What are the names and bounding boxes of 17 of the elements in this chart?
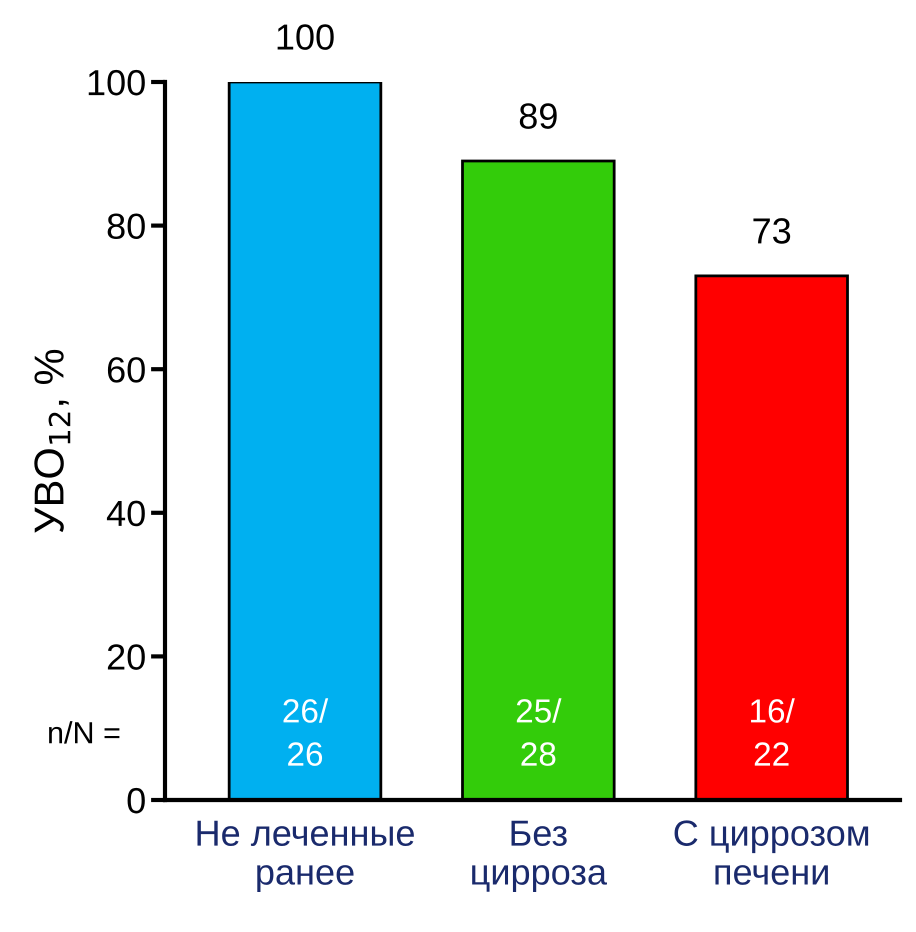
data-label: 89 [520, 103, 557, 129]
data-label: 73 [753, 218, 790, 244]
data-label: 100 [278, 24, 334, 50]
y-tick-label: 80 [108, 213, 145, 240]
annotation: 16/ 22 [751, 698, 795, 766]
y-tick-label: 40 [106, 500, 145, 526]
text: n/N = [49, 721, 120, 744]
annotation: 25/ 28 [516, 698, 562, 766]
y-axis-title: УВО$_{12}$, % [34, 350, 70, 533]
x-tick-label: Не леченные ранее [197, 820, 414, 892]
x-tick-label: С циррозом печени [674, 820, 868, 885]
y-tick-label: 0 [128, 788, 145, 814]
y-tick-label: 100 [88, 70, 145, 96]
x-tick-label: Без цирроза [472, 820, 608, 892]
annotation: 26/ 26 [284, 698, 328, 766]
y-tick-label: 20 [108, 644, 145, 670]
y-tick-label: 60 [108, 357, 145, 383]
